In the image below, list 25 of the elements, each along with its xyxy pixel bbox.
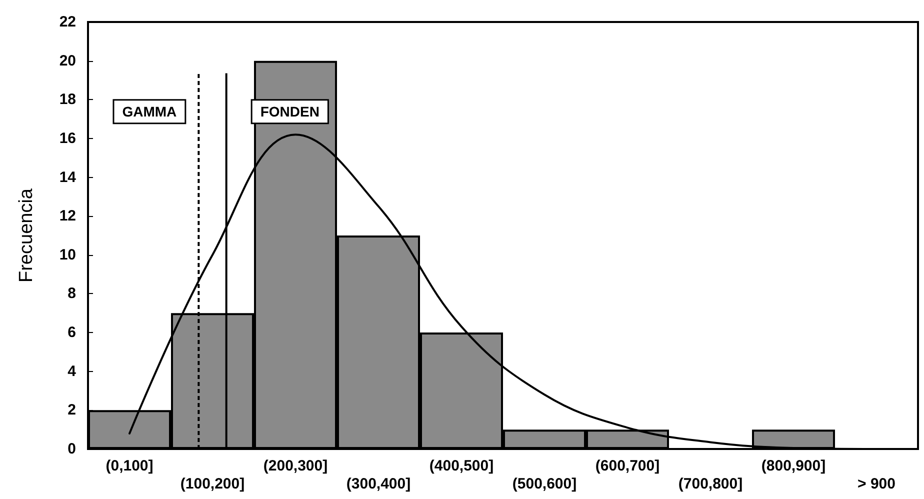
x-tick-label: (600,700] [595,458,660,474]
y-tick-label: 4 [68,362,77,380]
x-tick-label: (0,100] [106,458,154,474]
x-tick-label: (700,800] [678,476,743,492]
x-tick-label: (500,600] [512,476,577,492]
y-tick-label: 22 [59,14,76,30]
x-tick-label: (300,400] [346,476,411,492]
x-tick-label: (200,300] [263,458,328,474]
ref-line-label: GAMMA [122,104,177,120]
y-tick-label: 14 [59,168,77,186]
x-tick-label: (800,900] [761,458,826,474]
y-tick-label: 8 [68,285,76,302]
y-tick-label: 18 [59,91,76,108]
y-tick-label: 12 [59,208,76,225]
y-tick-label: 20 [59,52,76,70]
y-axis-title: Frecuencia [16,188,37,282]
x-tick-label: > 900 [858,476,896,492]
x-tick-label: (400,500] [429,458,494,474]
y-tick-label: 16 [59,130,76,147]
y-tick-label: 10 [59,246,76,264]
y-tick-label: 2 [68,402,76,419]
y-tick-label: 6 [68,324,76,342]
x-tick-label: (100,200] [180,476,245,492]
ref-line-label: FONDEN [260,104,320,120]
y-tick-label: 0 [68,440,76,458]
